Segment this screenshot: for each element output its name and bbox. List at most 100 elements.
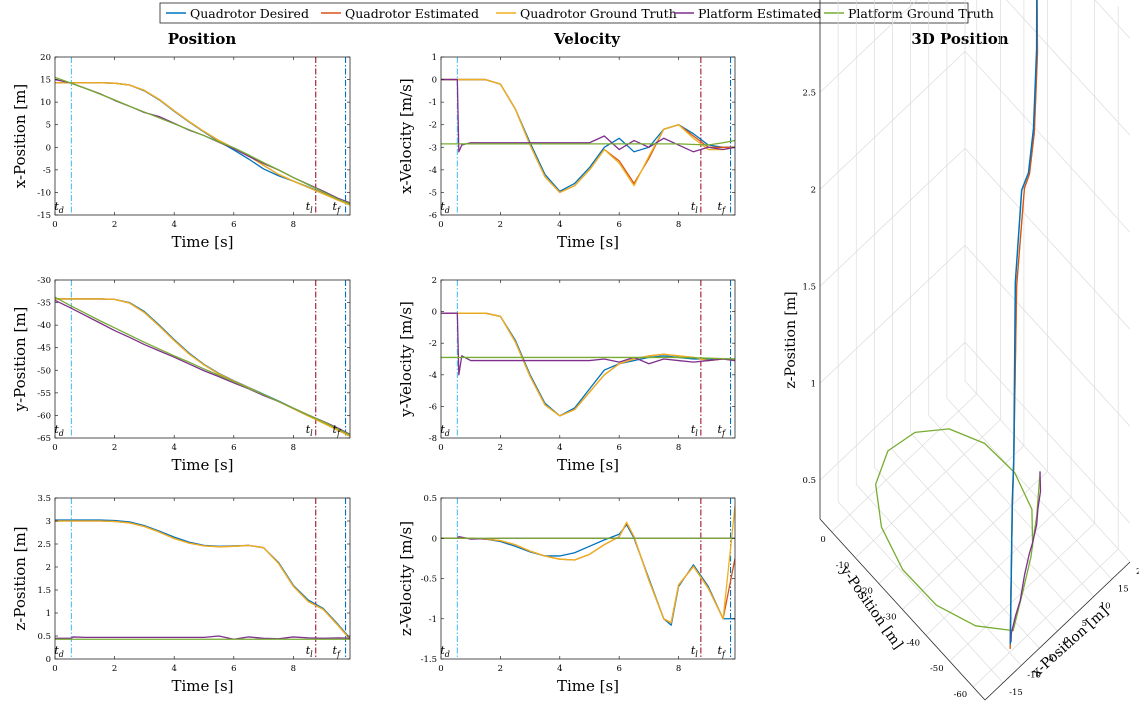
x-tick-label: 8 bbox=[291, 443, 296, 453]
marker-label-sub: d bbox=[445, 650, 450, 659]
marker-label-main: t bbox=[333, 644, 338, 657]
y-tick-label: 0 bbox=[46, 655, 51, 665]
x-tick-label: 2 bbox=[112, 220, 117, 230]
marker-label-main: t bbox=[691, 200, 696, 213]
x-tick-label: 4 bbox=[171, 664, 176, 674]
marker-label-main: t bbox=[306, 200, 311, 213]
x-tick-label: 6 bbox=[616, 443, 621, 453]
y-axis-label: x-Position [m] bbox=[11, 84, 29, 189]
y-tick-label: 2 bbox=[46, 563, 51, 573]
grid-line-wall-xz bbox=[964, 341, 1131, 524]
y-tick-label: -0.5 bbox=[421, 575, 437, 585]
y-axis-label: z-Position [m] bbox=[11, 526, 29, 630]
y-tick-label: -6 bbox=[429, 211, 437, 221]
marker-label-t_f: tf bbox=[333, 644, 342, 659]
y-tick-label: -4 bbox=[429, 371, 437, 381]
z-axis-label-3d: z-Position [m] bbox=[783, 291, 799, 388]
series-quadrotor-ground-truth bbox=[441, 78, 735, 194]
series-quadrotor-ground-truth bbox=[55, 520, 350, 640]
x-tick-label-3d: 5 bbox=[1082, 619, 1087, 629]
marker-label-t_f: tf bbox=[333, 200, 342, 215]
marker-label-t_f: tf bbox=[718, 200, 727, 215]
x-tick-label: 4 bbox=[557, 443, 562, 453]
y-tick-label: 1.5 bbox=[37, 586, 51, 596]
marker-label-t_l: tl bbox=[306, 644, 313, 659]
plot-area bbox=[55, 498, 350, 659]
x-tick-label: 2 bbox=[498, 220, 503, 230]
plot-area bbox=[441, 280, 735, 438]
y-tick-label: -3 bbox=[429, 143, 437, 153]
marker-label-t_l: tl bbox=[691, 423, 698, 438]
y-tick-label: 20 bbox=[40, 53, 51, 63]
series-quadrotor-ground-truth bbox=[55, 82, 350, 206]
grid-line-wall-xz bbox=[1094, 0, 1131, 39]
series-platform-estimated bbox=[441, 312, 735, 376]
y-tick-label: -50 bbox=[37, 366, 51, 376]
legend-entry-quadrotor-estimated: Quadrotor Estimated bbox=[345, 6, 479, 21]
grid-line-wall-yz bbox=[819, 244, 966, 384]
column-title-position: Position bbox=[168, 30, 237, 48]
y-tick-label: 0 bbox=[432, 534, 437, 544]
marker-label-t_f: tf bbox=[718, 644, 727, 659]
grid-line-wall-xz bbox=[964, 148, 1131, 330]
x-tick-label: 8 bbox=[291, 664, 296, 674]
grid-line-wall-yz bbox=[819, 341, 966, 481]
series-quadrotor-ground-truth bbox=[441, 505, 735, 624]
marker-label-main: t bbox=[440, 644, 445, 657]
marker-label-main: t bbox=[691, 423, 696, 436]
y-tick-label: 10 bbox=[40, 98, 51, 108]
y-axis-label-3d: y-Position [m] bbox=[836, 562, 906, 652]
axes-box bbox=[54, 56, 351, 216]
y-tick-label: -55 bbox=[37, 389, 51, 399]
marker-label-sub: d bbox=[59, 206, 64, 215]
plot-area bbox=[55, 57, 350, 215]
x-tick-label: 4 bbox=[171, 443, 176, 453]
x-tick-label: 0 bbox=[52, 443, 57, 453]
marker-label-main: t bbox=[54, 200, 59, 213]
y-axis-label: x-Velocity [m/s] bbox=[397, 78, 415, 193]
x-tick-label: 6 bbox=[616, 664, 621, 674]
y-tick-label: -2 bbox=[429, 121, 437, 131]
marker-label-main: t bbox=[718, 200, 723, 213]
marker-label-sub: l bbox=[310, 429, 313, 438]
x-tick-label: 0 bbox=[438, 443, 443, 453]
x-tick-label: 8 bbox=[676, 664, 681, 674]
grid-line-floor-y bbox=[855, 419, 1001, 559]
y-tick-label: 0 bbox=[432, 76, 437, 86]
x-tick-label-3d: 20 bbox=[1136, 567, 1139, 577]
x-tick-label-3d: -10 bbox=[1027, 671, 1041, 681]
marker-label-sub: l bbox=[310, 650, 313, 659]
series-quadrotor-ground-truth bbox=[441, 312, 735, 417]
y-tick-label: -15 bbox=[37, 211, 51, 221]
y-tick-label: -1.5 bbox=[421, 655, 437, 665]
x-tick-label: 0 bbox=[52, 220, 57, 230]
marker-label-t_d: td bbox=[54, 200, 64, 215]
series-3d-platform-estimated bbox=[1010, 471, 1042, 643]
plot-lines bbox=[441, 498, 735, 659]
grid-line-floor-y bbox=[972, 548, 1119, 688]
x-tick-label-3d: 0 bbox=[1064, 636, 1069, 646]
plot-lines bbox=[55, 57, 350, 215]
x-tick-label: 2 bbox=[112, 664, 117, 674]
plot-area bbox=[441, 498, 735, 659]
grid-line-wall-xz bbox=[964, 245, 1131, 427]
y-tick-label: 2 bbox=[432, 276, 437, 286]
marker-label-sub: l bbox=[695, 429, 698, 438]
series-3d-platform-ground-truth bbox=[875, 428, 1041, 632]
x-tick-label: 6 bbox=[231, 443, 236, 453]
legend-box bbox=[159, 2, 969, 24]
grid-3d bbox=[819, 0, 1131, 688]
x-axis-label: Time [s] bbox=[171, 456, 233, 474]
y-tick-label-3d: -60 bbox=[954, 690, 968, 700]
marker-label-sub: d bbox=[445, 206, 450, 215]
x-tick-label-3d: -15 bbox=[1009, 688, 1023, 698]
y-tick-label: 0.5 bbox=[423, 494, 437, 504]
series-3d-quadrotor-desired bbox=[1009, 0, 1038, 645]
marker-label-sub: l bbox=[695, 206, 698, 215]
